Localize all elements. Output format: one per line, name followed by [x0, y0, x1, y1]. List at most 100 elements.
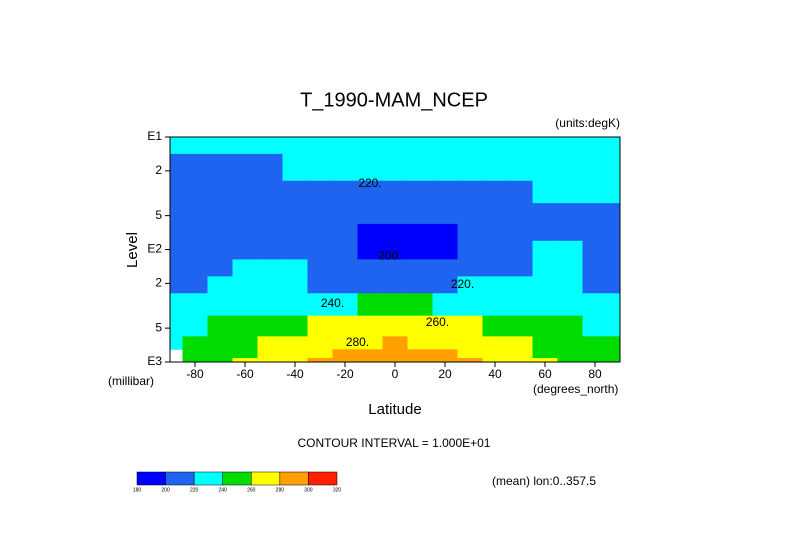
colorbar-label: 200 — [161, 487, 170, 493]
field-cell — [170, 315, 183, 337]
field-cell — [207, 315, 233, 337]
field-cell — [532, 223, 558, 242]
field-cell — [307, 315, 333, 337]
field-cell — [582, 276, 608, 294]
field-cell — [457, 240, 483, 260]
field-cell — [257, 223, 283, 242]
field-cell — [457, 293, 483, 317]
colorbar-box — [193, 471, 223, 486]
field-cell — [332, 259, 358, 277]
x-tick-label: -40 — [286, 367, 304, 381]
field-cell — [282, 153, 308, 182]
field-cell — [507, 223, 533, 242]
field-cell — [532, 336, 558, 350]
field-cell — [307, 276, 333, 294]
field-cell — [382, 240, 408, 260]
colorbar-box — [222, 471, 252, 486]
field-cell — [382, 223, 408, 242]
x-tick-label: -80 — [186, 367, 204, 381]
field-cell — [182, 240, 208, 260]
field-cell — [232, 349, 258, 359]
field-cell — [482, 293, 508, 317]
x-tick-label: 0 — [392, 367, 399, 381]
field-cell — [382, 180, 408, 204]
field-cell — [507, 240, 533, 260]
field-cell — [407, 349, 433, 359]
field-cell — [170, 336, 183, 350]
field-cell — [282, 203, 308, 225]
field-cell — [357, 293, 383, 317]
field-cell — [207, 276, 233, 294]
field-cell — [482, 180, 508, 204]
field-cell — [457, 153, 483, 182]
field-cell — [432, 223, 458, 242]
field-cell — [582, 180, 608, 204]
field-cell — [457, 259, 483, 277]
field-cell — [607, 223, 621, 242]
field-cell — [457, 349, 483, 359]
field-cell — [407, 203, 433, 225]
field-cell — [382, 336, 408, 350]
field-cell — [232, 293, 258, 317]
field-cell — [407, 137, 433, 155]
field-cell — [557, 240, 583, 260]
field-cell — [357, 336, 383, 350]
field-cell — [182, 180, 208, 204]
field-cell — [207, 203, 233, 225]
field-cell — [557, 315, 583, 337]
y-axis-label: Level — [124, 232, 141, 268]
field-cell — [382, 203, 408, 225]
field-cell — [607, 276, 621, 294]
field-cell — [382, 315, 408, 337]
field-cell — [557, 358, 583, 363]
field-cell — [170, 223, 183, 242]
field-cell — [207, 137, 233, 155]
field-cell — [170, 137, 183, 155]
field-cell — [557, 259, 583, 277]
field-cell — [257, 315, 283, 337]
field-cell — [532, 180, 558, 204]
field-cell — [557, 336, 583, 350]
colorbar-label: 220 — [190, 487, 199, 493]
x-tick-label: 60 — [538, 367, 552, 381]
field-cell — [607, 349, 621, 359]
field-cell — [407, 276, 433, 294]
field-cell — [307, 203, 333, 225]
field-cell — [307, 153, 333, 182]
field-cell — [232, 336, 258, 350]
field-cell — [607, 153, 621, 182]
field-cell — [332, 293, 358, 317]
field-cell — [582, 336, 608, 350]
field-cell — [182, 349, 208, 359]
field-cell — [170, 276, 183, 294]
field-cell — [482, 223, 508, 242]
y-tick-label: E1 — [147, 129, 162, 143]
field-cell — [282, 336, 308, 350]
field-cell — [507, 358, 533, 363]
field-cell — [207, 336, 233, 350]
field-cell — [232, 137, 258, 155]
field-cell — [282, 180, 308, 204]
y-tick-label: E2 — [147, 242, 162, 256]
field-cell — [170, 259, 183, 277]
field-cell — [557, 153, 583, 182]
field-cell — [232, 259, 258, 277]
field-cell — [232, 203, 258, 225]
field-cell — [332, 180, 358, 204]
field-cell — [332, 315, 358, 337]
chart-title: T_1990-MAM_NCEP — [300, 89, 488, 111]
field-cell — [557, 137, 583, 155]
field-cell — [332, 349, 358, 359]
field-cell — [457, 203, 483, 225]
field-cell — [432, 259, 458, 277]
field-cell — [557, 293, 583, 317]
field-cell — [182, 336, 208, 350]
field-cell — [482, 240, 508, 260]
field-cell — [282, 276, 308, 294]
field-cell — [332, 240, 358, 260]
field-cell — [257, 358, 283, 363]
field-cell — [457, 276, 483, 294]
field-cell — [170, 240, 183, 260]
field-cell — [332, 276, 358, 294]
field-cell — [257, 259, 283, 277]
